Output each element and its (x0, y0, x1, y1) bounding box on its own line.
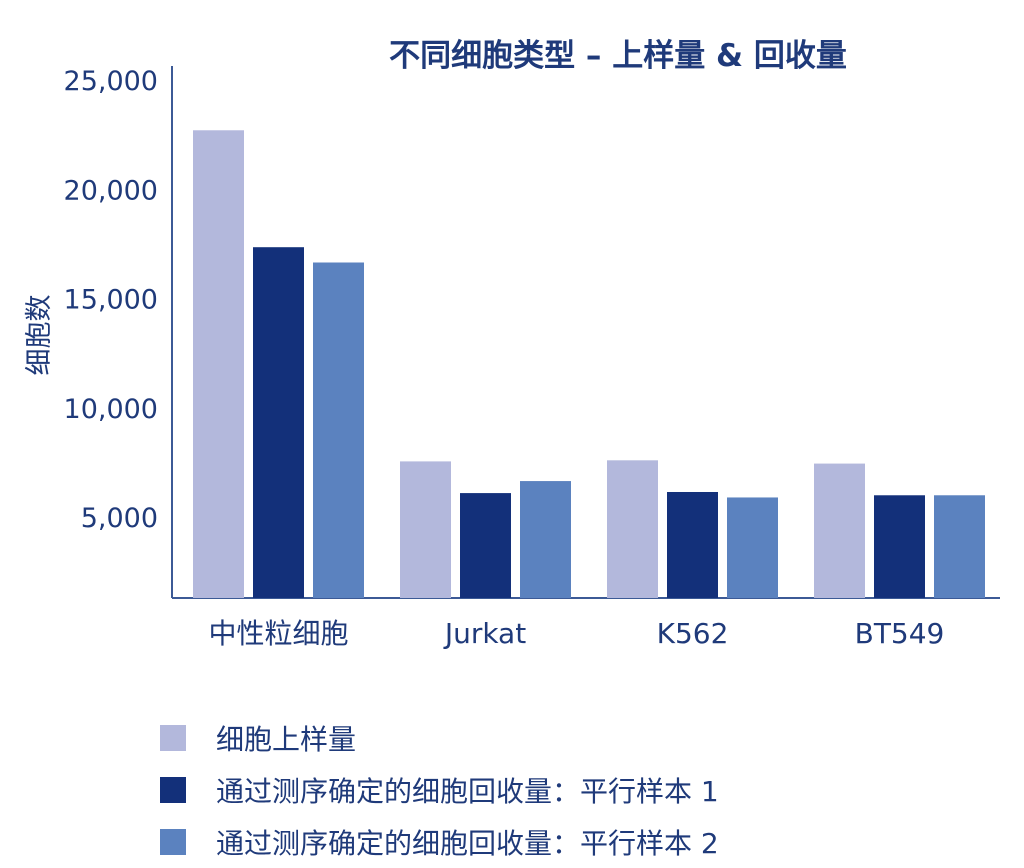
bar-2 (874, 495, 925, 598)
bar-3 (934, 495, 985, 598)
legend-swatch-series-1 (160, 725, 186, 751)
y-tick-label: 10,000 (64, 394, 158, 425)
bar-1 (607, 460, 658, 598)
bar-2 (667, 491, 718, 598)
y-tick-label: 15,000 (64, 285, 158, 316)
legend-item-series-2: 通过测序确定的细胞回收量：平行样本 1 (160, 764, 719, 816)
y-tick-label: 20,000 (64, 175, 158, 206)
legend-swatch-series-3 (160, 829, 186, 855)
legend: 细胞上样量 通过测序确定的细胞回收量：平行样本 1 通过测序确定的细胞回收量：平… (160, 712, 719, 868)
x-tick-label: Jurkat (443, 617, 526, 650)
bar-1 (193, 130, 244, 599)
bar-2 (460, 493, 511, 598)
legend-item-series-3: 通过测序确定的细胞回收量：平行样本 2 (160, 816, 719, 868)
x-tick-label: BT549 (855, 617, 945, 650)
legend-label-series-1: 细胞上样量 (216, 723, 357, 756)
legend-label-series-3: 通过测序确定的细胞回收量：平行样本 2 (216, 827, 719, 860)
chart-title: 不同细胞类型 – 上样量 & 回收量 (389, 38, 847, 74)
y-tick-label: 5,000 (81, 503, 158, 534)
bar-3 (520, 481, 571, 598)
x-tick-label: K562 (657, 617, 729, 650)
y-tick-label: 25,000 (64, 66, 158, 97)
legend-item-series-1: 细胞上样量 (160, 712, 719, 764)
bar-2 (253, 247, 304, 599)
legend-swatch-series-2 (160, 777, 186, 803)
bar-3 (313, 262, 364, 598)
x-tick-label: 中性粒细胞 (208, 617, 348, 650)
legend-label-series-2: 通过测序确定的细胞回收量：平行样本 1 (216, 775, 719, 808)
bar-3 (727, 497, 778, 598)
y-axis-label: 细胞数 (24, 295, 55, 376)
bar-1 (814, 463, 865, 598)
bar-1 (400, 461, 451, 598)
